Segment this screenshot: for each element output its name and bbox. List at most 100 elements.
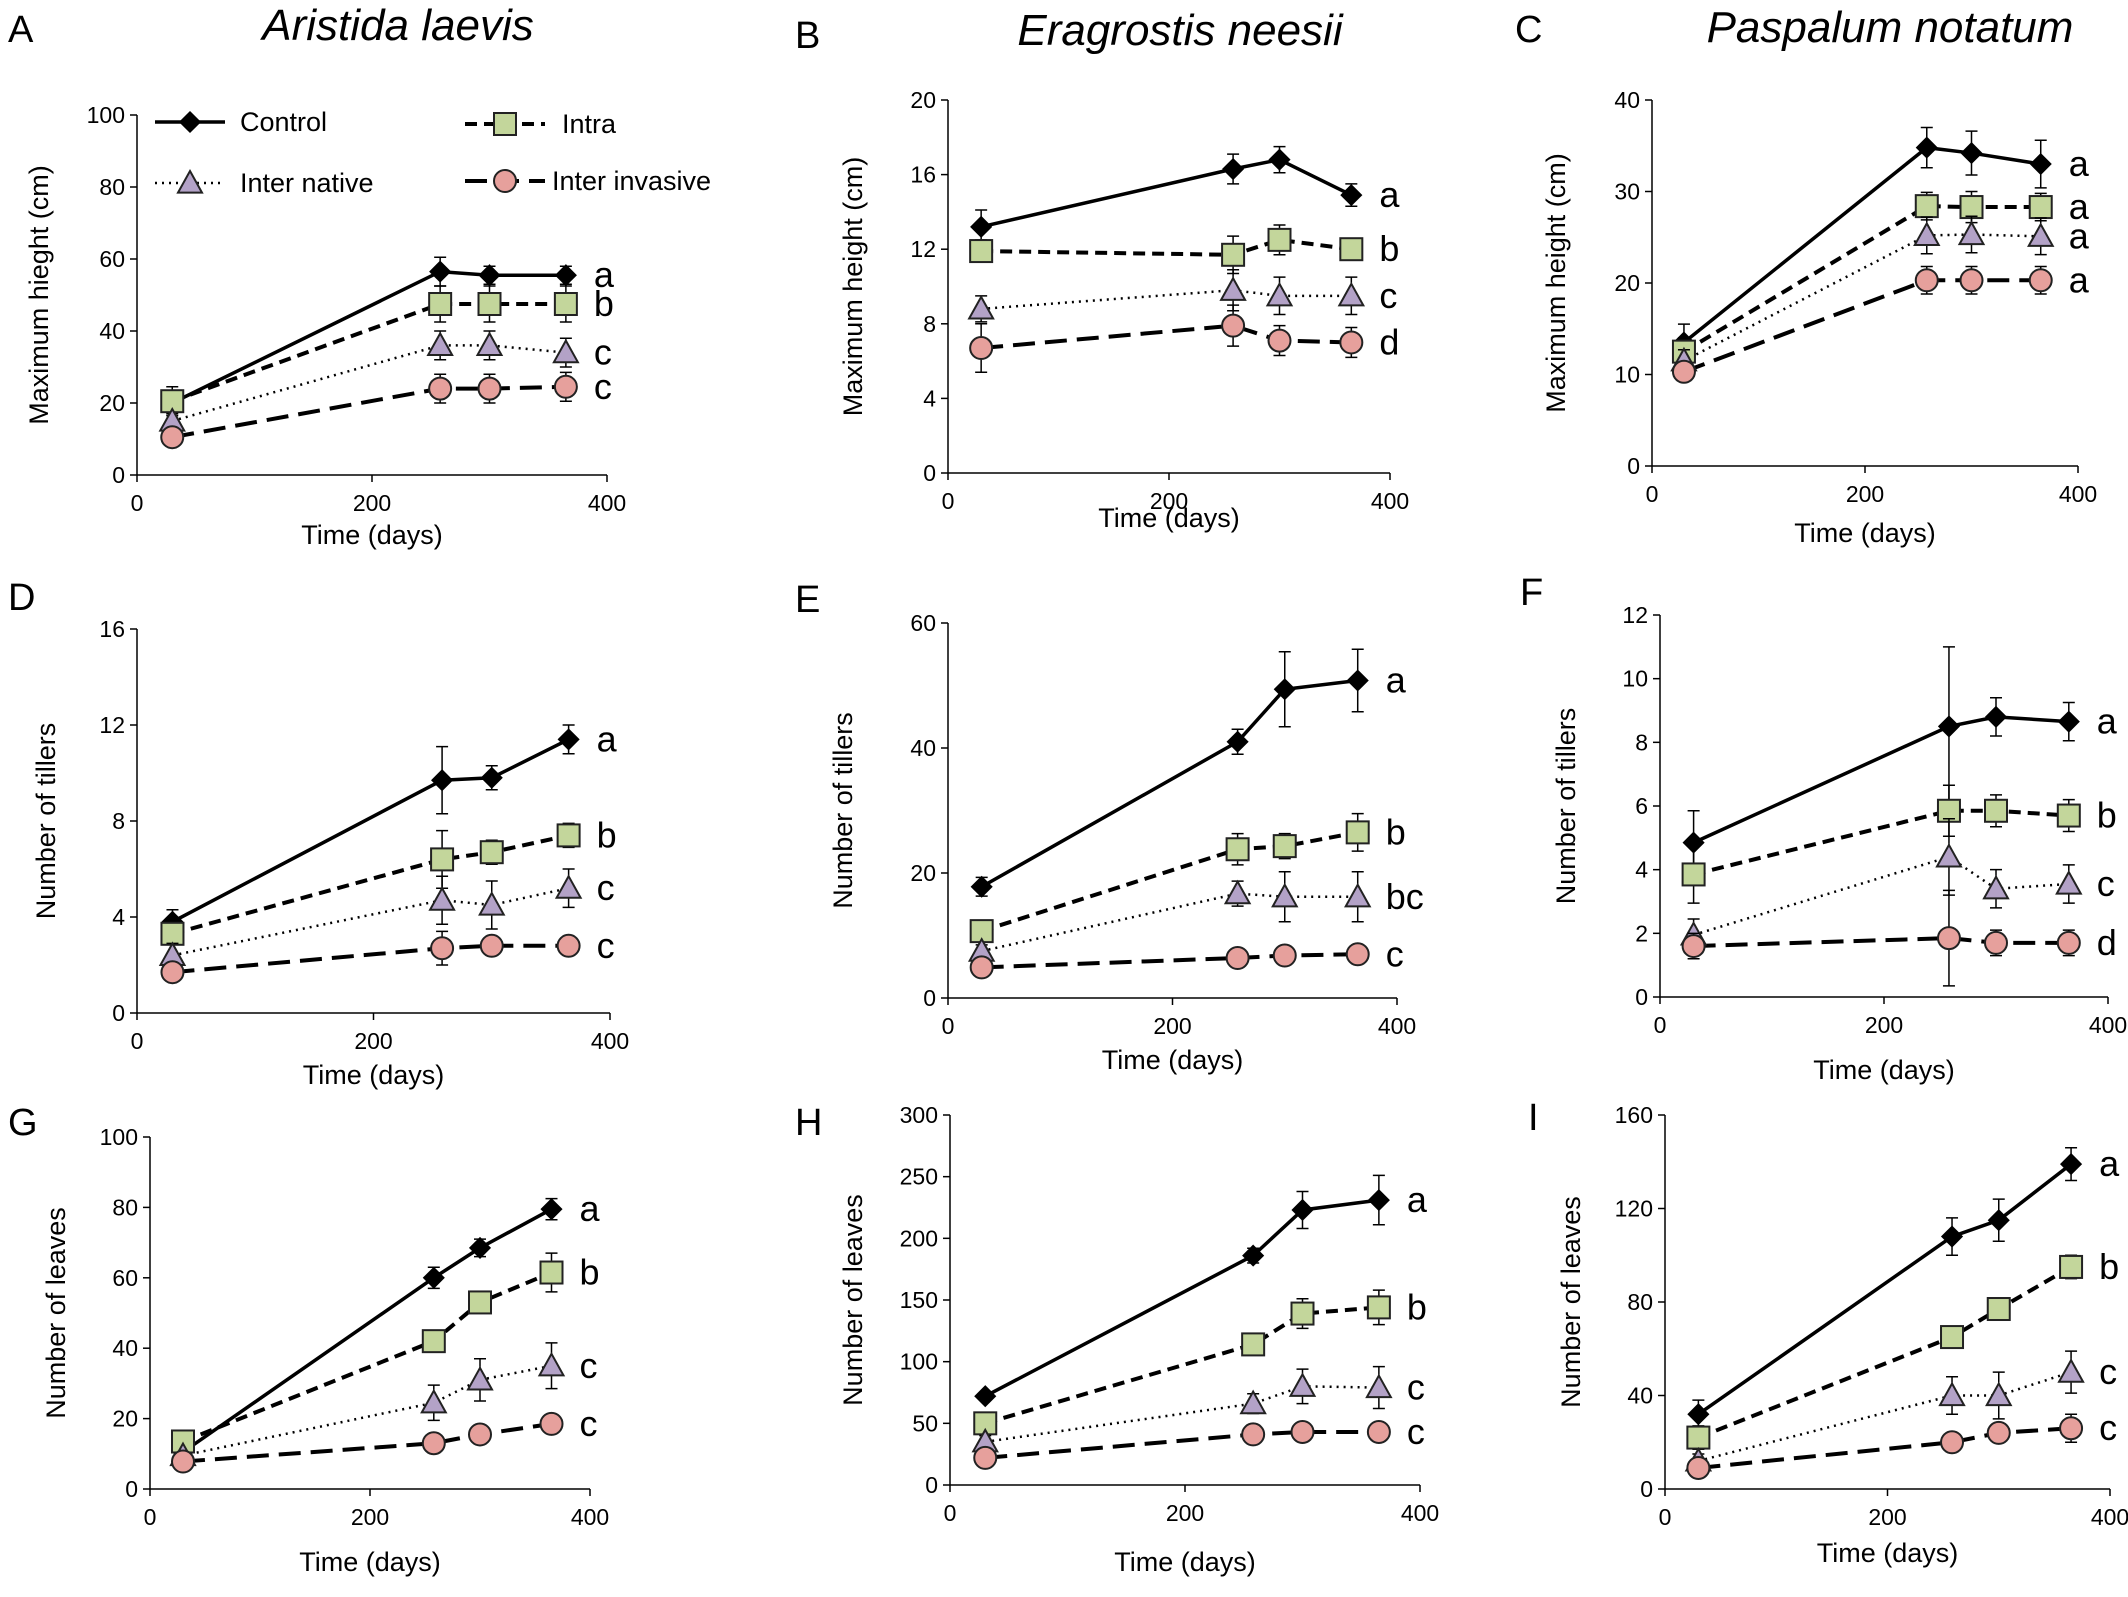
significance-letter-i-1: b [2099, 1246, 2119, 1287]
legend-label-control: Control [240, 107, 327, 137]
species-title-eragrostis: Eragrostis neesii [1017, 6, 1343, 55]
native-point-i-2-1 [1938, 1381, 1966, 1407]
x-tick-label-i-0: 0 [1659, 1504, 1672, 1530]
native-point-b-2-0 [967, 294, 995, 320]
invasive-point-b-3-2 [1267, 328, 1292, 353]
significance-letter-c-1: a [2069, 186, 2090, 227]
x-axis-label-b: Time (days) [1098, 503, 1240, 533]
native-point-h-2-2 [1288, 1372, 1317, 1397]
native-point-b-2-1 [1219, 276, 1247, 301]
significance-letter-f-0: a [2097, 701, 2118, 742]
significance-letter-h-3: c [1407, 1411, 1425, 1452]
panel-label-i: I [1528, 1097, 1539, 1139]
series-line-a-3 [171, 384, 566, 440]
intra-point-legend [493, 112, 517, 136]
y-axis-label-e: Number of tillers [828, 712, 858, 909]
invasive-point-g-3-0 [171, 1449, 195, 1474]
y-tick-label-a-1: 20 [99, 390, 125, 416]
native-point-d-2-1 [428, 886, 456, 911]
x-tick-label-f-1: 200 [1865, 1012, 1903, 1038]
series-line-b-3 [980, 323, 1352, 351]
significance-letter-e-3: c [1386, 933, 1404, 974]
y-tick-label-e-3: 60 [910, 610, 936, 636]
series-line-f-3 [1693, 936, 2069, 949]
intra-point-h-1-3 [1366, 1295, 1391, 1320]
significance-letter-e-1: b [1386, 811, 1406, 852]
native-point-legend [176, 168, 204, 194]
y-tick-label-a-4: 80 [99, 174, 125, 200]
species-title-paspalum: Paspalum notatum [1707, 3, 2074, 52]
series-line-g-2 [182, 1364, 552, 1457]
invasive-point-b-3-3 [1339, 330, 1364, 355]
y-tick-label-e-2: 40 [910, 735, 936, 761]
significance-letter-a-1: b [594, 283, 614, 324]
x-axis-label-a: Time (days) [301, 520, 443, 550]
panel-label-e: E [795, 579, 820, 621]
x-tick-label-g-0: 0 [144, 1504, 157, 1530]
series-line-d-3 [172, 943, 569, 975]
legend-label-intra: Intra [562, 109, 617, 139]
intra-point-e-1-2 [1272, 834, 1297, 859]
series-line-g-1 [182, 1270, 553, 1444]
intra-point-i-1-2 [1986, 1297, 2011, 1322]
x-axis-label-g: Time (days) [299, 1547, 441, 1577]
series-line-f-0 [1692, 715, 2069, 845]
significance-letter-i-3: c [2099, 1407, 2117, 1448]
control-point-b-0-2 [1268, 148, 1291, 171]
legend-entry-intra: Intra [465, 109, 617, 139]
y-tick-label-h-2: 100 [900, 1349, 938, 1375]
significance-letter-b-2: c [1379, 275, 1397, 316]
control-point-e-0-2 [1273, 678, 1296, 701]
x-tick-label-i-1: 200 [1868, 1504, 1906, 1530]
x-tick-label-f-0: 0 [1654, 1012, 1667, 1038]
series-line-a-0 [171, 269, 566, 405]
control-point-d-0-2 [480, 766, 503, 789]
legend: Control Intra Inter native Inter invasive [155, 107, 711, 198]
y-tick-label-h-0: 0 [925, 1472, 938, 1498]
significance-letter-d-3: c [597, 925, 615, 966]
native-point-a-2-1 [426, 331, 454, 356]
x-tick-label-f-2: 400 [2089, 1012, 2127, 1038]
x-tick-label-h-0: 0 [944, 1500, 957, 1526]
intra-point-b-1-0 [969, 239, 994, 264]
native-point-g-2-1 [420, 1388, 448, 1414]
intra-point-h-1-1 [1241, 1332, 1266, 1357]
y-tick-label-g-2: 40 [112, 1335, 138, 1361]
y-axis-label-b: Maximum height (cm) [838, 157, 868, 417]
significance-letter-h-1: b [1407, 1286, 1427, 1327]
invasive-point-f-3-1 [1936, 926, 1961, 951]
y-tick-label-i-3: 120 [1615, 1196, 1653, 1222]
control-point-b-0-3 [1340, 184, 1363, 207]
native-point-a-2-2 [475, 331, 504, 356]
panel-label-b: B [795, 15, 820, 57]
y-tick-label-g-1: 20 [112, 1406, 138, 1432]
control-point-f-0-1 [1937, 715, 1961, 738]
significance-letter-h-0: a [1407, 1179, 1428, 1220]
control-point-a-0-1 [429, 260, 452, 283]
invasive-point-a-3-0 [160, 425, 185, 450]
panel-d: D 0 4 8 12 16 0 200 400 Time (days) Number of till… [8, 577, 629, 1090]
x-tick-label-a-1: 200 [353, 490, 391, 516]
x-tick-label-a-0: 0 [131, 490, 144, 516]
intra-point-c-1-2 [1959, 195, 1984, 220]
series-line-c-3 [1683, 278, 2041, 374]
native-point-e-2-1 [1223, 879, 1252, 905]
series-line-b-0 [980, 157, 1353, 229]
x-tick-label-e-0: 0 [942, 1013, 955, 1039]
panel-h: H 0 50 100 150 200 250 300 0 200 400 Time (days) Num… [795, 1102, 1439, 1577]
panel-label-f: F [1520, 572, 1543, 614]
series-line-f-2 [1693, 855, 2069, 937]
control-point-i-0-0 [1687, 1403, 1710, 1426]
y-tick-label-g-0: 0 [125, 1476, 138, 1502]
control-point-g-0-1 [422, 1266, 445, 1289]
y-tick-label-c-2: 20 [1614, 270, 1640, 296]
significance-letter-d-0: a [597, 718, 618, 759]
y-axis-label-g: Number of leaves [41, 1207, 71, 1419]
series-line-f-1 [1693, 808, 2069, 877]
invasive-point-a-3-2 [477, 376, 502, 401]
intra-point-g-1-3 [539, 1260, 564, 1285]
intra-point-g-1-2 [468, 1290, 492, 1315]
invasive-point-i-3-0 [1686, 1455, 1711, 1480]
control-point-g-0-3 [540, 1198, 563, 1221]
native-point-h-2-1 [1239, 1389, 1267, 1415]
